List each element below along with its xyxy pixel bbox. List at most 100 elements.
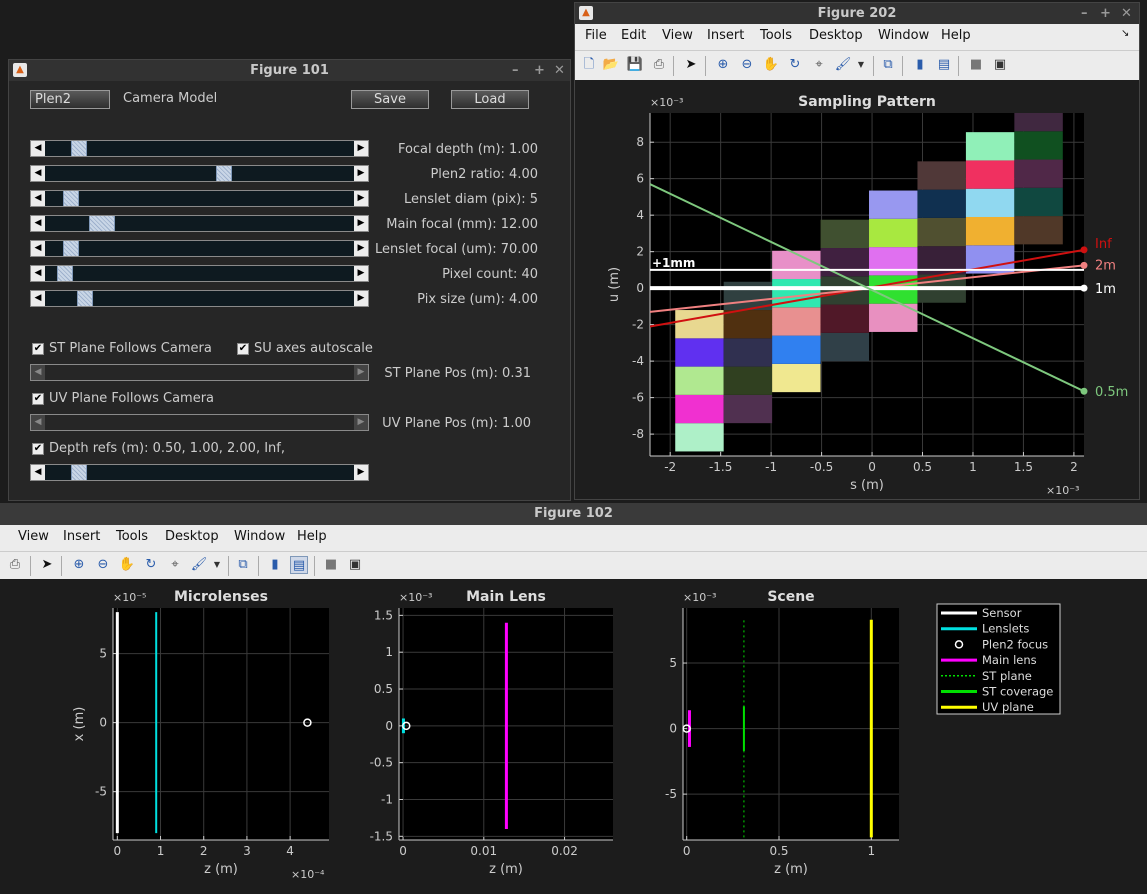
slider-thumb[interactable]	[216, 166, 233, 181]
load-button[interactable]: Load	[451, 90, 529, 109]
parameter-slider-1[interactable]: ◀ ▶	[30, 165, 369, 182]
depth-refs-slider[interactable]: ◀ ▶	[30, 464, 369, 481]
menu-desktop[interactable]: Desktop	[809, 28, 863, 43]
print-icon[interactable]: ⎙	[9, 557, 21, 572]
parameter-slider-3[interactable]: ◀ ▶	[30, 215, 369, 232]
hide-tools-icon[interactable]: ■	[324, 557, 338, 572]
figure-202-titlebar[interactable]: ▲ Figure 202 – + ✕	[575, 3, 1139, 24]
menu-edit[interactable]: Edit	[621, 28, 647, 43]
arrow-right-icon[interactable]: ▶	[354, 241, 368, 256]
menu-window[interactable]: Window	[878, 28, 930, 43]
arrow-right-icon[interactable]: ▶	[354, 365, 368, 380]
minimize-icon[interactable]: –	[1081, 6, 1088, 21]
menu-desktop[interactable]: Desktop	[165, 529, 219, 544]
slider-thumb[interactable]	[71, 141, 88, 156]
arrow-right-icon[interactable]: ▶	[354, 415, 368, 430]
arrow-left-icon[interactable]: ◀	[31, 465, 45, 480]
chevron-down-icon[interactable]: ▼	[857, 60, 865, 69]
arrow-left-icon[interactable]: ◀	[31, 266, 45, 281]
dock-icon[interactable]: ▣	[993, 57, 1007, 72]
slider-thumb[interactable]	[88, 216, 115, 231]
menu-view[interactable]: View	[662, 28, 693, 43]
pan-icon[interactable]: ✋	[762, 57, 780, 72]
arrow-left-icon[interactable]: ◀	[31, 216, 45, 231]
menu-window[interactable]: Window	[234, 529, 286, 544]
arrow-left-icon[interactable]: ◀	[31, 365, 45, 380]
slider-thumb[interactable]	[62, 191, 79, 206]
parameter-slider-5[interactable]: ◀ ▶	[30, 265, 369, 282]
camera-model-popup[interactable]: Plen2	[30, 90, 110, 109]
maximize-icon[interactable]: +	[534, 63, 545, 78]
new-figure-icon[interactable]: 🗋	[583, 57, 595, 72]
close-icon[interactable]: ✕	[554, 63, 565, 78]
menu-file[interactable]: File	[585, 28, 607, 43]
legend-icon[interactable]: ▤	[937, 57, 951, 72]
chevron-down-icon[interactable]: ▼	[213, 560, 221, 569]
zoom-out-icon[interactable]: ⊖	[97, 557, 109, 572]
save-icon[interactable]: 💾	[626, 57, 644, 72]
arrow-right-icon[interactable]: ▶	[354, 465, 368, 480]
menu-insert[interactable]: Insert	[707, 28, 745, 43]
su-autoscale-checkbox[interactable]: ✔	[237, 343, 249, 355]
menu-tools[interactable]: Tools	[116, 529, 149, 544]
arrow-left-icon[interactable]: ◀	[31, 166, 45, 181]
rotate-icon[interactable]: ↻	[789, 57, 801, 72]
brush-icon[interactable]: 🖌	[834, 57, 852, 72]
menu-help[interactable]: Help	[941, 28, 971, 43]
open-file-icon[interactable]: 📂	[602, 57, 620, 72]
menu-tools[interactable]: Tools	[760, 28, 793, 43]
depth-refs-checkbox[interactable]: ✔	[32, 443, 44, 455]
print-icon[interactable]: ⎙	[653, 57, 665, 72]
pointer-icon[interactable]: ➤	[41, 557, 53, 572]
dock-icon[interactable]: ▣	[348, 557, 362, 572]
arrow-right-icon[interactable]: ▶	[354, 216, 368, 231]
pan-icon[interactable]: ✋	[118, 557, 136, 572]
colorbar-icon[interactable]: ▮	[271, 557, 279, 572]
st-follow-checkbox[interactable]: ✔	[32, 343, 44, 355]
arrow-right-icon[interactable]: ▶	[354, 266, 368, 281]
minimize-icon[interactable]: –	[512, 63, 519, 78]
arrow-left-icon[interactable]: ◀	[31, 415, 45, 430]
zoom-out-icon[interactable]: ⊖	[741, 57, 753, 72]
brush-icon[interactable]: 🖌	[190, 557, 208, 572]
slider-thumb[interactable]	[56, 266, 73, 281]
menu-view[interactable]: View	[18, 529, 49, 544]
arrow-left-icon[interactable]: ◀	[31, 141, 45, 156]
pointer-icon[interactable]: ➤	[685, 57, 697, 72]
maximize-icon[interactable]: +	[1100, 6, 1111, 21]
colorbar-icon[interactable]: ▮	[916, 57, 924, 72]
dock-arrow-icon[interactable]: ↘	[1121, 28, 1130, 39]
parameter-slider-6[interactable]: ◀ ▶	[30, 290, 369, 307]
menu-help[interactable]: Help	[297, 529, 327, 544]
parameter-slider-2[interactable]: ◀ ▶	[30, 190, 369, 207]
rotate-icon[interactable]: ↻	[145, 557, 157, 572]
figure-102-titlebar[interactable]: Figure 102	[0, 503, 1147, 525]
data-cursor-icon[interactable]: ⌖	[815, 57, 823, 72]
arrow-left-icon[interactable]: ◀	[31, 191, 45, 206]
arrow-right-icon[interactable]: ▶	[354, 191, 368, 206]
uv-follow-checkbox[interactable]: ✔	[32, 393, 44, 405]
link-plot-icon[interactable]: ⧉	[238, 557, 248, 572]
slider-thumb[interactable]	[71, 465, 88, 480]
close-icon[interactable]: ✕	[1121, 6, 1132, 21]
figure-101-titlebar[interactable]: ▲ Figure 101 – + ✕	[9, 60, 570, 81]
parameter-slider-0[interactable]: ◀ ▶	[30, 140, 369, 157]
arrow-right-icon[interactable]: ▶	[354, 141, 368, 156]
hide-tools-icon[interactable]: ■	[969, 57, 983, 72]
zoom-in-icon[interactable]: ⊕	[717, 57, 729, 72]
save-button[interactable]: Save	[351, 90, 429, 109]
menu-insert[interactable]: Insert	[63, 529, 101, 544]
arrow-right-icon[interactable]: ▶	[354, 166, 368, 181]
uv-plane-pos-slider[interactable]: ◀ ▶	[30, 414, 369, 431]
link-plot-icon[interactable]: ⧉	[883, 57, 893, 72]
arrow-left-icon[interactable]: ◀	[31, 291, 45, 306]
data-cursor-icon[interactable]: ⌖	[171, 557, 179, 572]
arrow-right-icon[interactable]: ▶	[354, 291, 368, 306]
parameter-slider-4[interactable]: ◀ ▶	[30, 240, 369, 257]
slider-thumb[interactable]	[77, 291, 94, 306]
arrow-left-icon[interactable]: ◀	[31, 241, 45, 256]
zoom-in-icon[interactable]: ⊕	[73, 557, 85, 572]
slider-thumb[interactable]	[62, 241, 79, 256]
legend-icon[interactable]: ▤	[290, 556, 308, 574]
st-plane-pos-slider[interactable]: ◀ ▶	[30, 364, 369, 381]
